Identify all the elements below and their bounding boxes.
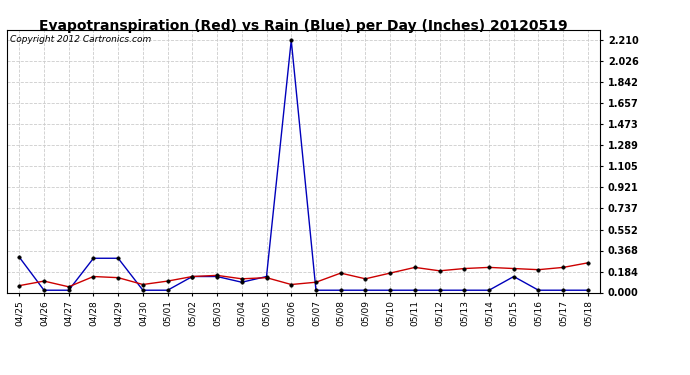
Text: Copyright 2012 Cartronics.com: Copyright 2012 Cartronics.com bbox=[10, 35, 151, 44]
Text: Evapotranspiration (Red) vs Rain (Blue) per Day (Inches) 20120519: Evapotranspiration (Red) vs Rain (Blue) … bbox=[39, 19, 568, 33]
